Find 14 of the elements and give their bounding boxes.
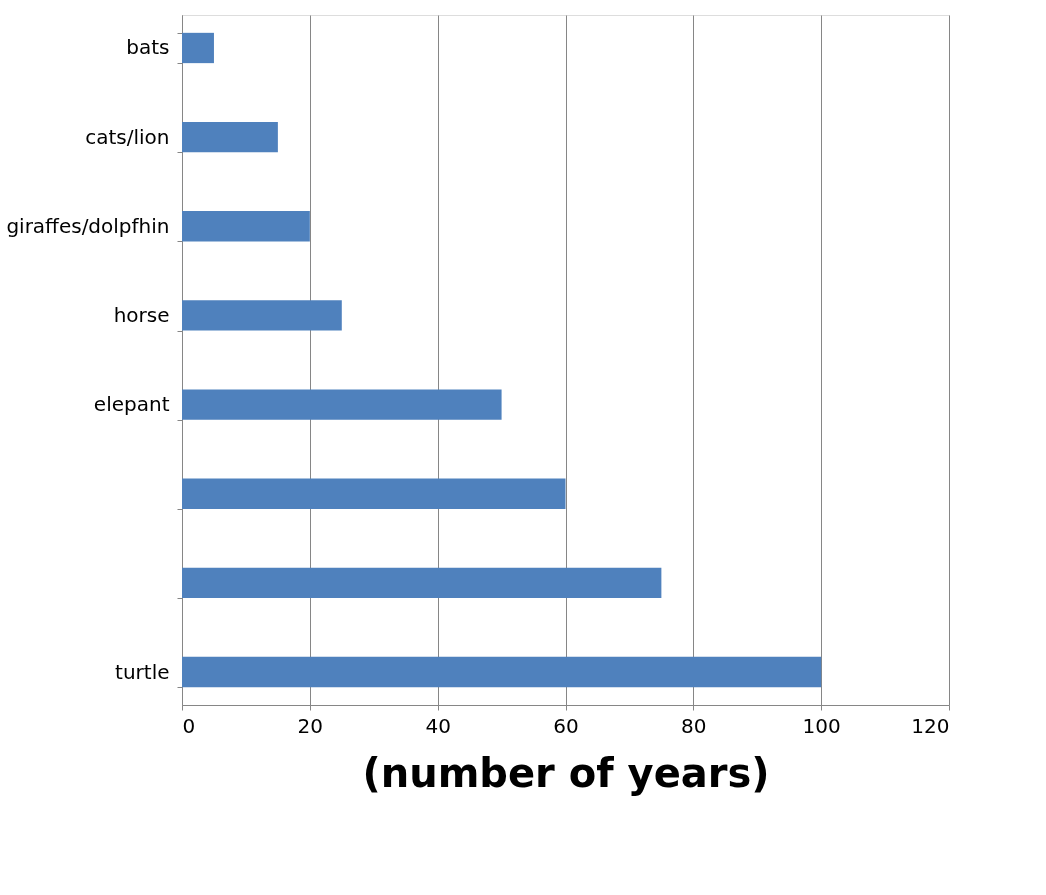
- x-tick-label: 120: [911, 713, 950, 738]
- y-tick-label: giraffes/dolpfhin: [6, 213, 170, 238]
- x-tick-label: 80: [681, 713, 707, 738]
- y-tick-label: turtle: [115, 659, 170, 684]
- y-tick-label: elepant: [93, 392, 170, 417]
- y-tick-label: horse: [113, 302, 170, 327]
- x-tick-label: 40: [425, 713, 451, 738]
- y-tick-label: cats/lion: [85, 124, 170, 149]
- x-axis-title: (number of years): [362, 749, 770, 796]
- y-tick-label: bats: [126, 35, 170, 60]
- x-tick-label: 100: [802, 713, 841, 738]
- x-tick-label: 20: [297, 713, 324, 738]
- x-tick-label: 0: [182, 713, 196, 738]
- x-tick-label: 60: [553, 713, 579, 738]
